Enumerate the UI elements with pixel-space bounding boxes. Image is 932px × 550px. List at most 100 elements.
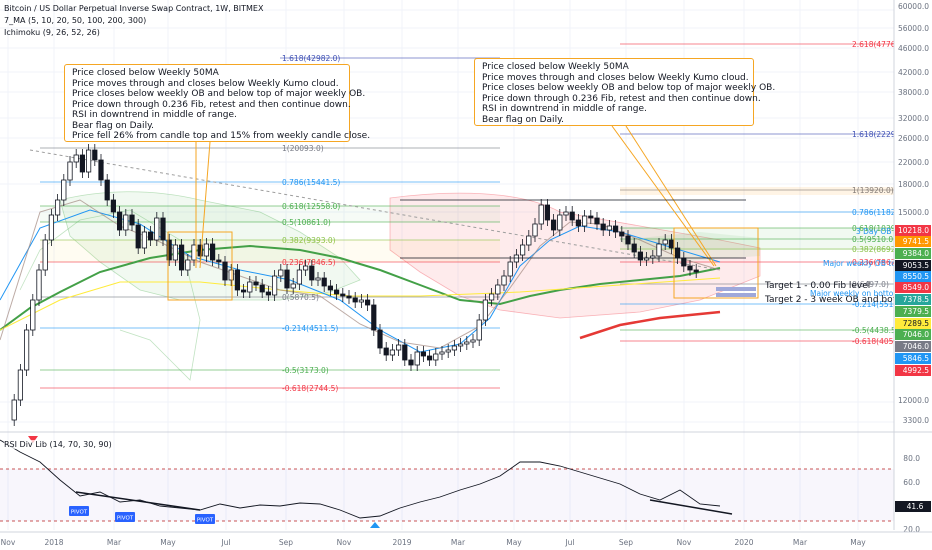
candle-body — [426, 355, 433, 361]
trendline-down — [29, 149, 721, 271]
candle-body — [395, 344, 402, 351]
note-right-line: Price moves through and closes below Wee… — [482, 72, 749, 83]
rsi-bottom-marker — [370, 522, 380, 528]
chikou-span — [19, 209, 201, 381]
candle-body — [340, 293, 346, 297]
rsi-value-tag — [895, 501, 931, 512]
note-right-line: Bear flag on Daily. — [482, 114, 564, 125]
candle-body — [185, 259, 191, 271]
time-tick: Sep — [279, 538, 293, 547]
candle-body — [23, 329, 30, 371]
highlight-box — [673, 227, 759, 299]
target-1-label: Target 1 - 0.00 Fib level — [764, 281, 870, 291]
candle-body — [495, 284, 501, 295]
note-left-line: Price down through 0.236 Fib, retest and… — [72, 99, 351, 110]
time-tick: Nov — [677, 538, 692, 547]
candle-body — [104, 179, 110, 201]
time-axis: Nov 2018 Mar May Jul Sep Nov 2019 Mar May Jul Sep No… — [0, 531, 932, 547]
candle-body — [346, 295, 352, 299]
fib-label: -0.214(4511.5) — [282, 324, 338, 333]
pivot-label: PIVOT — [117, 516, 134, 522]
price-tag — [895, 294, 931, 305]
price-tag — [895, 260, 931, 271]
rsi-divergence — [649, 499, 733, 515]
rsi-value-label: 41.6 — [907, 502, 924, 511]
target-zone — [716, 293, 756, 297]
candle-body — [457, 343, 464, 347]
time-tick: Jul — [564, 538, 574, 547]
fib-label: -0.618(2744.5) — [282, 384, 338, 393]
candle-body — [178, 244, 185, 271]
price-tag-label: 7289.5 — [903, 319, 929, 328]
candle-body — [613, 225, 619, 233]
note-left[interactable]: Price closed below Weekly 50MA Price mov… — [64, 64, 371, 142]
price-tag-label: 9053.5 — [903, 261, 929, 270]
price-tag-label: 5846.5 — [903, 354, 929, 363]
candle-body — [402, 344, 408, 361]
fib-label: 0.5(10861.0) — [282, 218, 331, 227]
note-right[interactable]: Price closed below Weekly 50MA Price mov… — [474, 58, 775, 126]
candle-body — [284, 269, 290, 289]
fib-label: 0.382(9393.0) — [282, 236, 336, 245]
price-tag-label: 4992.5 — [903, 366, 929, 375]
candle-body — [228, 269, 234, 281]
time-tick: Nov — [1, 538, 16, 547]
candle-body — [247, 281, 253, 293]
fib-label: 1.618(22292.0) — [852, 130, 910, 139]
time-tick: Nov — [337, 538, 352, 547]
price-tick: 38000.0 — [898, 88, 929, 97]
rsi-tick: 60.0 — [903, 478, 920, 487]
candle-body — [575, 219, 582, 227]
candle-body — [333, 289, 340, 295]
candle-body — [507, 261, 513, 277]
major-weekly-bottom-label: Major weekly on bottom — [810, 289, 901, 298]
candle-body — [79, 154, 85, 173]
candle-body — [693, 269, 699, 273]
note-left-line: Price fell 26% from candle top and 15% f… — [72, 131, 371, 141]
candle-body — [551, 219, 557, 231]
note-left-line: Price moves through and closes below Wee… — [72, 78, 339, 89]
candle-body — [271, 275, 278, 296]
fib-label: 0.786(11825.5) — [852, 208, 910, 217]
chart-title: Bitcoin / US Dollar Perpetual Inverse Sw… — [4, 4, 264, 13]
fib-label: 0(6497.0) — [852, 280, 889, 289]
time-tick: Mar — [793, 538, 808, 547]
candle-body — [290, 283, 296, 289]
fib-label: 0.786(15441.5) — [282, 178, 340, 187]
candle-body — [17, 369, 24, 401]
cloud-red — [389, 192, 761, 319]
pivot-label: PIVOT — [71, 510, 88, 516]
candle-body — [371, 304, 377, 331]
rsi-legend: RSI Div Lib (14, 70, 30, 90) — [4, 440, 112, 449]
candle-body — [520, 244, 526, 256]
candle-body — [166, 239, 172, 261]
callout-line — [625, 125, 717, 267]
candle-body — [117, 211, 123, 231]
price-tag-label: 7379.5 — [903, 307, 929, 316]
candle-body — [73, 154, 79, 163]
cloud-green-2 — [620, 232, 760, 262]
fib-zone — [620, 228, 894, 250]
fib-levels: 1.618(42982.0) 1(20093.0) 0.786(15441.5) 0.… — [40, 40, 910, 393]
price-tag — [895, 306, 931, 317]
candle-body — [154, 217, 160, 241]
price-axis: 60000.0 56000.0 46000.0 42000.0 38000.0 32000… — [893, 0, 931, 534]
target-2-label: Target 2 - 3 week OB and bottom — [764, 295, 914, 305]
candle-body — [389, 349, 396, 356]
candle-body — [594, 217, 600, 225]
pivot-label: PIVOT — [197, 518, 214, 524]
ma-200 — [579, 310, 721, 340]
candle-body — [253, 281, 259, 286]
candle-body — [675, 247, 681, 259]
major-weekly-ob-label: Major weekly OB top — [823, 259, 901, 268]
price-tag — [895, 353, 931, 364]
candle-body — [433, 353, 439, 361]
rsi-tick: 20.0 — [903, 525, 920, 534]
price-tag-label: 8549.0 — [903, 283, 929, 292]
candle-body — [240, 289, 247, 293]
time-tick: May — [506, 538, 522, 547]
candle-body — [681, 257, 687, 267]
candle-body — [364, 299, 371, 306]
price-tick: 32000.0 — [898, 114, 929, 123]
